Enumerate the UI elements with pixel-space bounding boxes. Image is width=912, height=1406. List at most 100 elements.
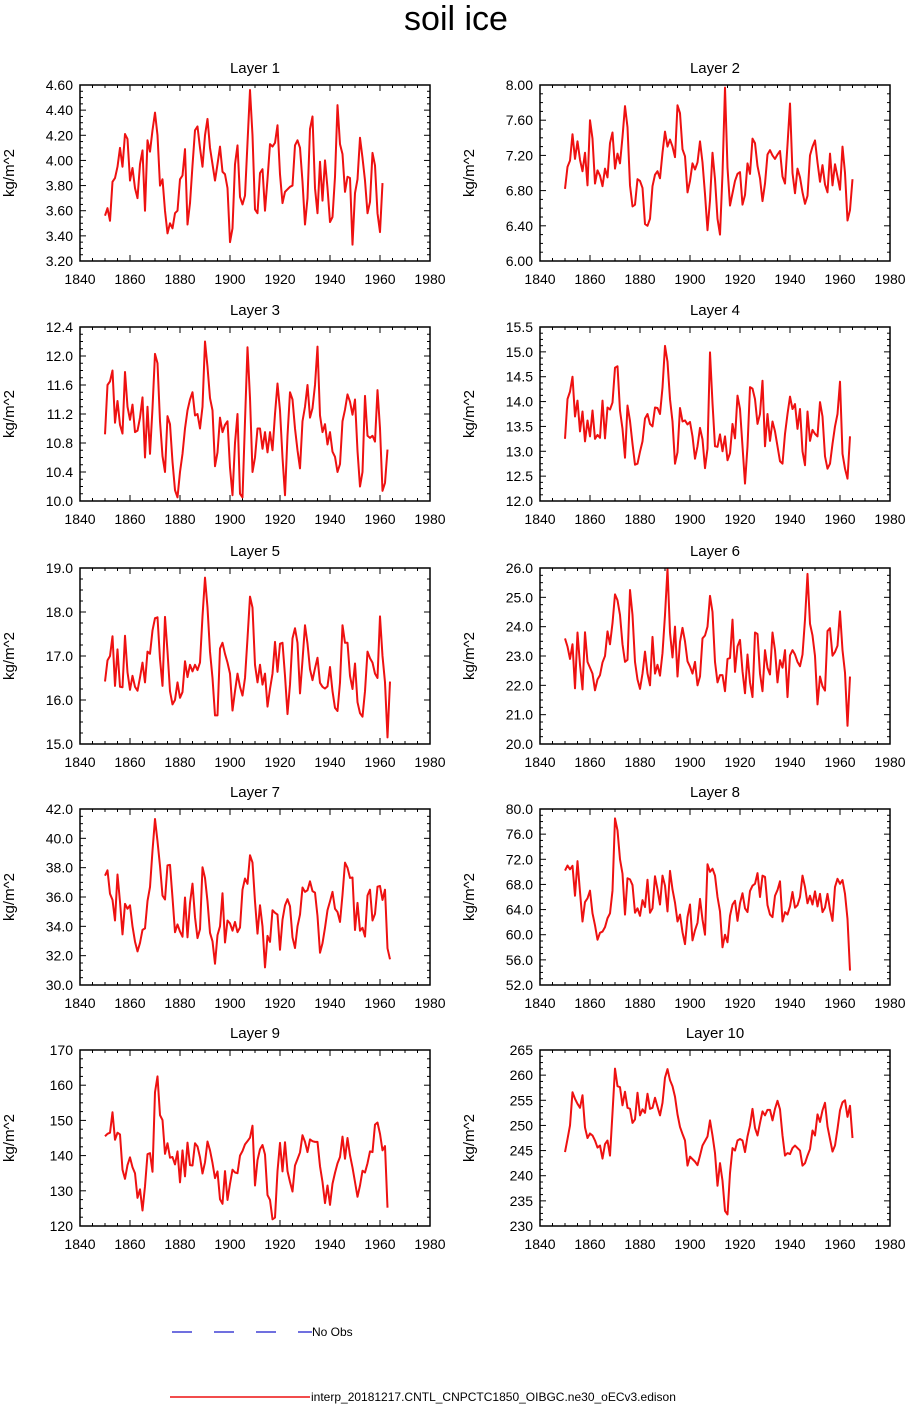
y-tick-label: 245 [510,1143,534,1159]
y-tick-label: 3.80 [46,178,73,194]
y-tick-label: 11.6 [47,377,73,393]
y-tick-label: 4.00 [46,152,73,168]
y-tick-label: 38.0 [46,860,73,876]
y-tick-label: 7.60 [506,112,533,128]
x-tick-label: 1920 [264,271,295,287]
y-tick-label: 12.0 [506,493,533,509]
y-tick-label: 140 [50,1148,74,1164]
y-tick-label: 13.0 [506,443,533,459]
x-tick-label: 1940 [314,754,345,770]
y-tick-label: 12.0 [46,348,73,364]
x-tick-label: 1880 [164,995,195,1011]
y-tick-label: 76.0 [506,826,533,842]
y-tick-label: 40.0 [46,830,73,846]
y-tick-label: 34.0 [46,918,73,934]
series-line-model [104,89,384,246]
legend-no-obs-label: No Obs [312,1325,353,1339]
x-tick-label: 1880 [164,511,195,527]
x-tick-label: 1860 [574,511,605,527]
y-tick-label: 6.00 [506,253,533,269]
plot-frame [539,808,891,986]
x-tick-label: 1840 [524,754,555,770]
x-tick-label: 1940 [314,271,345,287]
y-tick-label: 12.5 [506,468,533,484]
y-tick-label: 52.0 [506,977,533,993]
x-tick-label: 1860 [114,1236,145,1252]
y-tick-label: 230 [510,1218,534,1234]
y-tick-label: 68.0 [506,876,533,892]
x-tick-label: 1920 [264,754,295,770]
y-tick-label: 32.0 [46,948,73,964]
x-tick-label: 1900 [214,511,245,527]
y-tick-label: 11.2 [47,406,73,422]
legend-model: interp_20181217.CNTL_CNPCTC1850_OIBGC.ne… [170,1390,890,1406]
chart-title: Layer 2 [690,60,740,77]
series-line-model [564,86,854,236]
y-tick-label: 4.20 [46,127,73,143]
y-tick-label: 3.20 [46,253,73,269]
x-tick-label: 1840 [524,511,555,527]
plot-frame [539,567,891,745]
x-tick-label: 1980 [874,511,905,527]
x-tick-label: 1900 [674,1236,705,1252]
x-tick-label: 1960 [364,511,395,527]
x-tick-label: 1960 [364,754,395,770]
x-tick-label: 1880 [624,271,655,287]
x-tick-label: 1860 [114,511,145,527]
x-tick-label: 1840 [524,1236,555,1252]
x-tick-label: 1900 [674,271,705,287]
y-tick-label: 10.8 [46,435,73,451]
chart-layer-2: Layer 2 kg/m^2 1840 1860 1880 1900 1920 1940 196… [461,60,906,287]
y-tick-label: 36.0 [46,889,73,905]
series-line-model [104,576,391,739]
x-tick-label: 1940 [774,271,805,287]
x-tick-label: 1960 [824,754,855,770]
series-line-model [104,817,391,969]
y-tick-label: 22.0 [506,677,533,693]
y-tick-label: 250 [510,1117,534,1133]
x-tick-label: 1940 [774,754,805,770]
x-tick-label: 1880 [164,271,195,287]
chart-layer-9: Layer 9 kg/m^2 1840 1860 1880 1900 1920 1940 196… [1,1025,446,1252]
x-tick-label: 1920 [724,271,755,287]
x-tick-label: 1980 [874,995,905,1011]
y-tick-label: 6.40 [506,218,533,234]
y-tick-label: 170 [50,1042,74,1058]
x-tick-label: 1920 [724,1236,755,1252]
x-tick-label: 1940 [774,511,805,527]
x-tick-label: 1840 [64,1236,95,1252]
x-tick-label: 1900 [214,1236,245,1252]
y-tick-label: 15.0 [46,736,73,752]
x-tick-label: 1960 [824,511,855,527]
y-axis-label: kg/m^2 [1,1114,18,1162]
y-tick-label: 14.5 [506,369,533,385]
y-tick-label: 3.40 [46,228,73,244]
x-tick-label: 1980 [874,754,905,770]
y-tick-label: 4.40 [46,102,73,118]
x-tick-label: 1860 [114,271,145,287]
y-tick-label: 15.0 [506,344,533,360]
x-tick-label: 1900 [214,271,245,287]
y-tick-label: 56.0 [506,952,533,968]
x-tick-label: 1920 [724,754,755,770]
series-line-model [564,1067,854,1216]
x-tick-label: 1920 [264,1236,295,1252]
x-tick-label: 1860 [574,271,605,287]
y-tick-label: 17.0 [46,648,73,664]
y-tick-label: 24.0 [506,619,533,635]
series-line-model [104,1075,389,1221]
x-tick-label: 1960 [824,995,855,1011]
x-tick-label: 1980 [874,271,905,287]
chart-layer-1: Layer 1 kg/m^2 1840 1860 1880 1900 1920 1940 196… [1,60,446,287]
x-tick-label: 1900 [674,995,705,1011]
x-tick-label: 1920 [724,995,755,1011]
y-tick-label: 13.5 [506,418,533,434]
y-axis-label: kg/m^2 [1,632,18,680]
y-tick-label: 21.0 [506,707,533,723]
y-tick-label: 240 [510,1168,534,1184]
y-tick-label: 265 [510,1042,534,1058]
chart-title: Layer 3 [230,302,280,319]
x-tick-label: 1980 [414,511,445,527]
chart-layer-3: Layer 3 kg/m^2 1840 1860 1880 1900 1920 1940 196… [1,302,446,527]
x-tick-label: 1940 [774,1236,805,1252]
